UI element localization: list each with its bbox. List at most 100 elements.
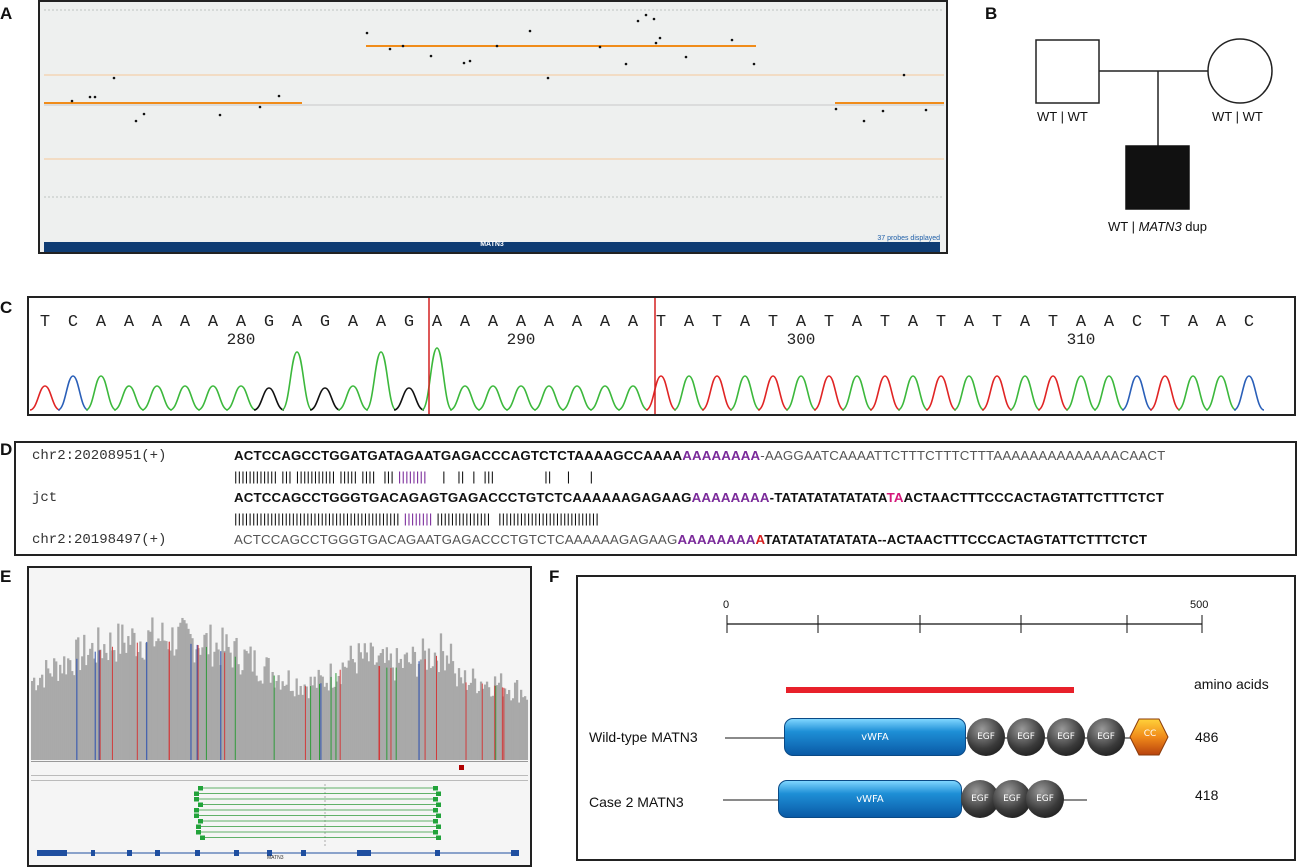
coverage-bar bbox=[119, 653, 122, 760]
base-call: G bbox=[404, 313, 414, 332]
coverage-bar bbox=[171, 627, 174, 760]
base-call: A bbox=[1020, 313, 1031, 332]
coverage-bar bbox=[187, 628, 190, 760]
coverage-bar bbox=[143, 659, 146, 760]
igv-panel: MATN3 bbox=[27, 566, 532, 867]
coverage-bar bbox=[123, 642, 126, 760]
coverage-bar bbox=[51, 676, 54, 760]
base-call: A bbox=[1216, 313, 1227, 332]
trace-peak bbox=[197, 385, 229, 411]
split-read-block bbox=[436, 802, 441, 807]
coverage-bar bbox=[521, 697, 525, 760]
trace-peak bbox=[421, 347, 453, 411]
coverage-bar bbox=[211, 666, 214, 760]
coverage-bar bbox=[73, 675, 76, 760]
trace-peak bbox=[589, 385, 621, 411]
coverage-bar bbox=[243, 649, 246, 760]
coverage-bar bbox=[155, 641, 158, 760]
coverage-bar bbox=[489, 696, 493, 760]
coverage-bar bbox=[323, 686, 326, 760]
coverage-bar bbox=[139, 641, 142, 760]
coverage-bar bbox=[335, 681, 338, 760]
coverage-bar bbox=[349, 645, 352, 760]
coverage-bar bbox=[511, 698, 515, 760]
coverage-bar bbox=[43, 687, 46, 760]
egf-domain: EGF bbox=[1047, 718, 1085, 756]
split-read-block bbox=[436, 813, 441, 818]
trace-peak bbox=[113, 385, 145, 411]
coverage-bar bbox=[513, 682, 517, 760]
wild-type-length: 486 bbox=[1195, 729, 1219, 745]
mother-symbol bbox=[1207, 38, 1273, 104]
coverage-bar bbox=[263, 666, 266, 760]
wild-type-label: Wild-type MATN3 bbox=[589, 729, 698, 745]
coverage-bar bbox=[433, 652, 437, 760]
coverage-bar bbox=[249, 646, 252, 760]
coverage-bar bbox=[169, 650, 172, 760]
coverage-bar bbox=[395, 648, 399, 760]
egf-domain: EGF bbox=[1007, 718, 1045, 756]
base-call: G bbox=[264, 313, 274, 332]
coverage-bar bbox=[135, 656, 138, 760]
coverage-bar bbox=[317, 669, 320, 760]
split-read-block bbox=[200, 835, 205, 840]
trace-peak bbox=[253, 387, 285, 411]
coverage-bar bbox=[483, 684, 487, 760]
coverage-bar bbox=[161, 622, 164, 760]
sequence-row-ref1: ACTCCAGCCTGGATGATAGAATGAGACCCAGTCTCTAAAA… bbox=[234, 448, 1165, 463]
coverage-bar bbox=[299, 685, 302, 760]
base-call: C bbox=[1132, 313, 1142, 332]
coverage-bar bbox=[369, 642, 372, 760]
coverage-bar bbox=[383, 662, 387, 760]
vwfa-domain: vWFA bbox=[784, 718, 966, 756]
coverage-bar bbox=[443, 670, 447, 760]
trace-peak bbox=[1205, 375, 1237, 411]
exon bbox=[301, 850, 306, 856]
coverage-bar bbox=[31, 681, 34, 760]
trace-peak bbox=[785, 375, 817, 411]
highlight-box bbox=[428, 298, 656, 414]
coverage-bar bbox=[283, 685, 286, 760]
sequence-segment: | || | ||| || | | bbox=[426, 469, 601, 484]
coverage-bar bbox=[233, 641, 236, 760]
coverage-bar bbox=[237, 664, 240, 760]
coverage-bar bbox=[59, 664, 62, 760]
coverage-bar bbox=[469, 682, 473, 760]
base-call: T bbox=[992, 313, 1002, 332]
base-call: A bbox=[96, 313, 107, 332]
trace-peak bbox=[757, 375, 789, 411]
coverage-bar bbox=[165, 641, 168, 760]
split-read-block bbox=[198, 819, 203, 824]
base-call: A bbox=[376, 313, 387, 332]
coverage-bar bbox=[463, 670, 467, 760]
scale-bar bbox=[726, 615, 1203, 633]
coverage-bar bbox=[381, 649, 385, 760]
egf-domain: EGF bbox=[1026, 780, 1064, 818]
coverage-bar bbox=[495, 685, 499, 760]
coverage-bar bbox=[313, 676, 316, 760]
coverage-bar bbox=[341, 662, 344, 760]
exon bbox=[127, 850, 132, 856]
coverage-bar bbox=[75, 639, 78, 760]
trace-peak bbox=[673, 375, 705, 411]
coverage-bar bbox=[503, 688, 507, 760]
coverage-bar bbox=[221, 627, 224, 760]
split-read-block bbox=[196, 824, 201, 829]
coverage-bar bbox=[225, 634, 228, 760]
base-call: A bbox=[208, 313, 219, 332]
coverage-bar bbox=[109, 632, 112, 760]
split-read-block bbox=[433, 808, 438, 813]
coverage-bar bbox=[359, 652, 362, 760]
base-call: A bbox=[1188, 313, 1199, 332]
coverage-bar bbox=[157, 638, 160, 760]
coverage-bar bbox=[163, 640, 166, 760]
coverage-bar bbox=[107, 660, 110, 760]
coverage-bar bbox=[289, 691, 292, 760]
coverage-bar bbox=[453, 673, 457, 760]
coverage-bar bbox=[419, 659, 423, 760]
trace-peak bbox=[337, 385, 369, 411]
coverage-bar bbox=[367, 661, 370, 760]
coverage-bar bbox=[287, 670, 290, 760]
coverage-bar bbox=[113, 650, 116, 760]
